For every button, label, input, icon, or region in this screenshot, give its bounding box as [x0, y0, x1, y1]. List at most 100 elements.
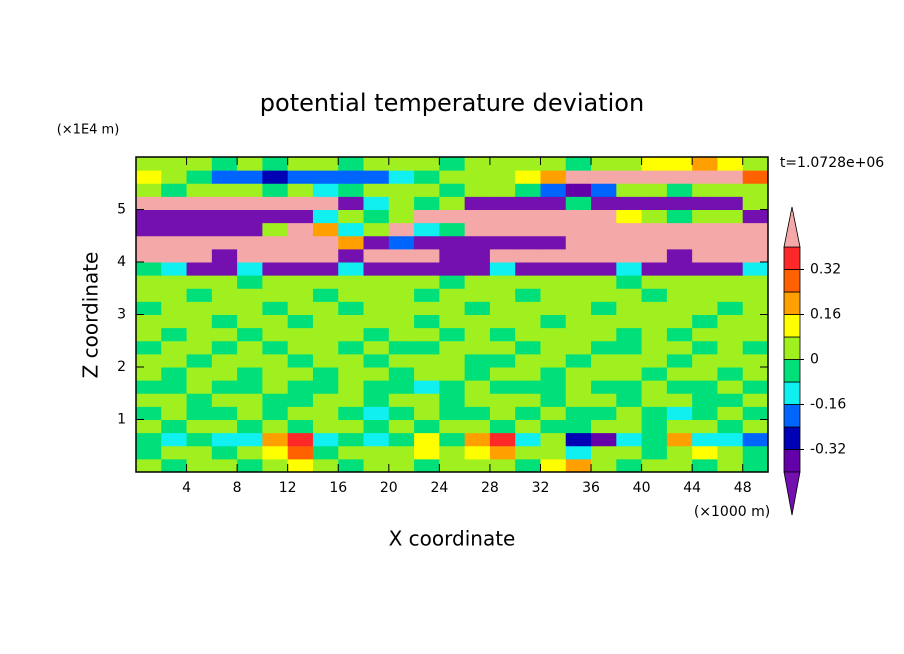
field-cell: [312, 196, 339, 210]
field-cell: [464, 235, 491, 250]
x-tick-label: 44: [683, 480, 701, 496]
field-cell: [211, 183, 238, 197]
field-cell: [464, 327, 491, 342]
field-cell: [717, 380, 744, 394]
field-cell: [186, 157, 213, 171]
field-cell: [515, 314, 541, 329]
field-cell: [717, 353, 744, 368]
field-cell: [742, 235, 769, 250]
field-cell: [717, 248, 744, 263]
x-tick-label: 48: [734, 480, 752, 496]
field-cell: [262, 393, 289, 407]
field-cell: [388, 196, 415, 210]
field-cell: [616, 432, 643, 447]
field-cell: [363, 275, 390, 289]
field-cell: [211, 406, 238, 420]
field-cell: [666, 367, 693, 381]
field-cell: [641, 209, 668, 224]
field-cell: [515, 393, 541, 407]
field-cell: [211, 222, 238, 237]
field-cell: [287, 419, 314, 434]
field-cell: [540, 262, 567, 276]
field-cell: [312, 275, 339, 289]
field-cell: [641, 406, 668, 420]
field-cell: [591, 445, 617, 460]
field-cell: [414, 327, 440, 342]
field-cell: [363, 406, 390, 420]
field-cell: [312, 262, 339, 276]
field-cell: [439, 393, 466, 407]
field-cell: [237, 380, 263, 394]
field-cell: [211, 327, 238, 342]
field-cell: [641, 445, 668, 460]
field-cell: [489, 380, 516, 394]
field-cell: [414, 367, 440, 381]
field-cell: [414, 183, 440, 197]
field-cell: [161, 196, 188, 210]
field-cell: [363, 458, 390, 473]
field-cell: [540, 445, 567, 460]
field-cell: [388, 380, 415, 394]
field-cell: [540, 406, 567, 420]
field-cell: [464, 432, 491, 447]
field-cell: [717, 275, 744, 289]
field-cell: [591, 157, 617, 171]
field-cell: [237, 248, 263, 263]
field-cell: [666, 222, 693, 237]
field-cell: [287, 248, 314, 263]
x-tick-label: 36: [582, 480, 600, 496]
field-cell: [641, 183, 668, 197]
field-cell: [388, 445, 415, 460]
field-cell: [666, 419, 693, 434]
field-cell: [616, 275, 643, 289]
y-tick-label: 1: [117, 412, 126, 428]
field-cell: [338, 235, 365, 250]
field-cell: [388, 301, 415, 315]
field-cell: [489, 327, 516, 342]
field-cell: [591, 393, 617, 407]
field-cell: [414, 458, 440, 473]
field-cell: [565, 248, 592, 263]
field-cell: [641, 458, 668, 473]
colorbar-tick-label: -0.32: [810, 442, 846, 458]
field-cell: [742, 432, 769, 447]
field-cell: [161, 393, 188, 407]
field-cell: [186, 209, 213, 224]
field-cell: [666, 380, 693, 394]
field-cell: [489, 157, 516, 171]
field-cell: [591, 406, 617, 420]
field-cell: [540, 314, 567, 329]
field-cell: [591, 458, 617, 473]
time-label: t=1.0728e+06: [780, 155, 884, 171]
field-cell: [439, 209, 466, 224]
field-cell: [211, 367, 238, 381]
field-cell: [641, 196, 668, 210]
field-cell: [616, 327, 643, 342]
field-cell: [641, 340, 668, 355]
field-cell: [666, 406, 693, 420]
field-cell: [742, 419, 769, 434]
field-cell: [515, 288, 541, 302]
field-cell: [439, 170, 466, 184]
field-cell: [565, 314, 592, 329]
field-cell: [742, 393, 769, 407]
field-cell: [338, 275, 365, 289]
field-cell: [186, 380, 213, 394]
field-cell: [489, 393, 516, 407]
field-cell: [262, 340, 289, 355]
field-cell: [515, 367, 541, 381]
field-cell: [363, 157, 390, 171]
field-cell: [692, 235, 718, 250]
field-cell: [161, 301, 188, 315]
field-cell: [287, 327, 314, 342]
field-cell: [464, 393, 491, 407]
field-cell: [692, 301, 718, 315]
field-cell: [515, 222, 541, 237]
field-cell: [363, 380, 390, 394]
y-axis-label: Z coordinate: [79, 252, 103, 379]
field-cell: [186, 183, 213, 197]
field-cell: [237, 183, 263, 197]
field-cell: [641, 262, 668, 276]
field-cell: [363, 222, 390, 237]
